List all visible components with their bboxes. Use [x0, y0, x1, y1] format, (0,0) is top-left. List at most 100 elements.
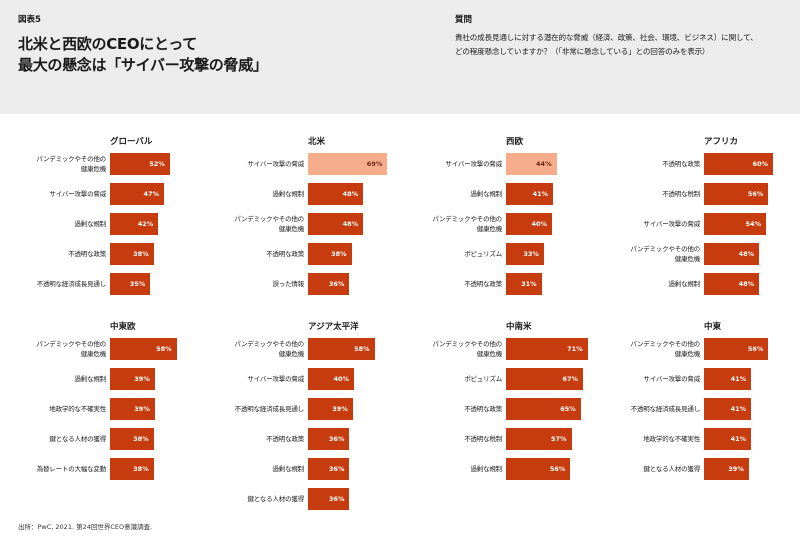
bar: 58% — [110, 338, 177, 360]
bar-row: 不透明な政策 38% — [12, 243, 212, 265]
category-label: パンデミックやその他の 健康危機 — [234, 340, 304, 358]
category-label: パンデミックやその他の 健康危機 — [432, 340, 502, 358]
question-line-2: どの程度懸念していますか？（「非常に懸念している」との回答のみを表示） — [455, 46, 710, 56]
bar-value-label: 38% — [133, 435, 149, 443]
bar-value-label: 35% — [129, 280, 146, 288]
category-label: パンデミックやその他の 健康危機 — [234, 215, 304, 233]
bar: 38% — [110, 243, 154, 265]
category-label: 過剰な規制 — [470, 190, 502, 198]
bar-value-label: 39% — [728, 465, 744, 473]
bar-row: 不透明な税制 57% — [408, 428, 608, 450]
figure-label: 図表5 — [18, 15, 41, 25]
bar-value-label: 57% — [550, 435, 567, 443]
bar-row: 不透明な経済成長見通し 35% — [12, 273, 212, 295]
bar-row: パンデミックやその他の 健康危機 40% — [408, 213, 608, 235]
bar: 38% — [308, 243, 352, 265]
bar-value-label: 56% — [747, 345, 764, 353]
bar: 41% — [704, 368, 752, 390]
category-label: 過剰な規制 — [272, 190, 304, 198]
bar-value-label: 41% — [730, 405, 747, 413]
bar-value-label: 38% — [331, 250, 347, 258]
bar: 39% — [110, 368, 155, 390]
panel-title: 中東欧 — [110, 322, 136, 332]
bar-row: サイバー攻撃の脅威 40% — [210, 368, 410, 390]
category-label: 過剰な規制 — [74, 375, 106, 383]
bar: 38% — [110, 428, 154, 450]
bar-row: 過剰な規制 41% — [408, 183, 608, 205]
bar-value-label: 52% — [149, 160, 165, 168]
category-label: パンデミックやその他の 健康危機 — [36, 340, 106, 358]
category-label: 鍵となる人材の獲得 — [247, 495, 304, 503]
bar: 65% — [506, 398, 581, 420]
bar-value-label: 58% — [354, 345, 370, 353]
bar-value-label: 67% — [562, 375, 579, 383]
category-label: 過剰な規制 — [74, 220, 106, 228]
bar: 36% — [308, 428, 350, 450]
panel-title: 北米 — [308, 137, 326, 147]
category-label: 過剰な規制 — [272, 465, 304, 473]
bar-value-label: 36% — [328, 435, 345, 443]
category-label: 地政学的な不確実性 — [643, 435, 700, 443]
chart-title: 北米と西欧のCEOにとって 最大の懸念は「サイバー攻撃の脅威」 — [18, 34, 268, 76]
bar-value-label: 39% — [332, 405, 348, 413]
bar: 41% — [506, 183, 554, 205]
bar-row: ポピュリズム 67% — [408, 368, 608, 390]
question-text: 貴社の成長見通しに対する潜在的な脅威（経済、政策、社会、環境、ビジネス）に関して… — [455, 31, 785, 58]
bar-value-label: 71% — [567, 345, 583, 353]
bar-value-label: 48% — [342, 220, 359, 228]
bar-row: パンデミックやその他の 健康危機 48% — [606, 243, 800, 265]
bar: 52% — [110, 153, 170, 175]
bar-value-label: 36% — [328, 465, 345, 473]
category-label: 為替レートの大幅な変動 — [36, 465, 107, 473]
bar-value-label: 40% — [333, 375, 349, 383]
bar: 48% — [704, 273, 760, 295]
bar-value-label: 39% — [134, 405, 150, 413]
bar-value-label: 58% — [156, 345, 172, 353]
bar: 56% — [704, 338, 769, 360]
category-label: ポピュリズム — [464, 250, 502, 258]
bar: 69% — [308, 153, 388, 175]
category-label: 鍵となる人材の獲得 — [49, 435, 106, 443]
bar-value-label: 41% — [730, 375, 747, 383]
bar: 39% — [704, 458, 749, 480]
bar-row: 過剰な規制 42% — [12, 213, 212, 235]
bar-row: ポピュリズム 33% — [408, 243, 608, 265]
bar-row: 不透明な経済成長見通し 39% — [210, 398, 410, 420]
bar-row: 地政学的な不確実性 39% — [12, 398, 212, 420]
bar: 40% — [308, 368, 354, 390]
category-label: 誤った情報 — [272, 280, 304, 288]
category-label: サイバー攻撃の脅威 — [643, 375, 700, 383]
category-label: 不透明な政策 — [464, 280, 502, 288]
bar-row: 過剰な規制 36% — [210, 458, 410, 480]
bar-row: 不透明な政策 60% — [606, 153, 800, 175]
panel-title: 中南米 — [506, 322, 532, 332]
bar-row: 過剰な規制 48% — [606, 273, 800, 295]
bar-row: パンデミックやその他の 健康危機 52% — [12, 153, 212, 175]
title-line-2: 最大の懸念は「サイバー攻撃の脅威」 — [18, 56, 268, 74]
bar-value-label: 41% — [730, 435, 747, 443]
bar: 36% — [308, 458, 350, 480]
bar-value-label: 44% — [536, 160, 552, 168]
bar-value-label: 36% — [328, 280, 345, 288]
bar: 41% — [704, 428, 752, 450]
category-label: サイバー攻撃の脅威 — [49, 190, 106, 198]
question-line-1: 貴社の成長見通しに対する潜在的な脅威（経済、政策、社会、環境、ビジネス）に関して… — [455, 33, 758, 42]
bar-row: パンデミックやその他の 健康危機 58% — [210, 338, 410, 360]
panel-title: 西欧 — [506, 137, 524, 147]
bar-row: パンデミックやその他の 健康危機 71% — [408, 338, 608, 360]
category-label: 不透明な政策 — [266, 250, 304, 258]
panel-title: グローバル — [110, 137, 153, 147]
category-label: ポピュリズム — [464, 375, 502, 383]
bar-value-label: 38% — [133, 465, 149, 473]
bar-row: 過剰な規制 56% — [408, 458, 608, 480]
bar: 56% — [506, 458, 571, 480]
bar: 40% — [506, 213, 552, 235]
bar-row: サイバー攻撃の脅威 69% — [210, 153, 410, 175]
bar: 57% — [506, 428, 572, 450]
bar: 48% — [308, 183, 364, 205]
category-label: 不透明な政策 — [266, 435, 304, 443]
bar-value-label: 48% — [738, 250, 755, 258]
bar: 36% — [308, 488, 350, 510]
category-label: 不透明な経済成長見通し — [630, 405, 701, 413]
bar-value-label: 56% — [549, 465, 566, 473]
